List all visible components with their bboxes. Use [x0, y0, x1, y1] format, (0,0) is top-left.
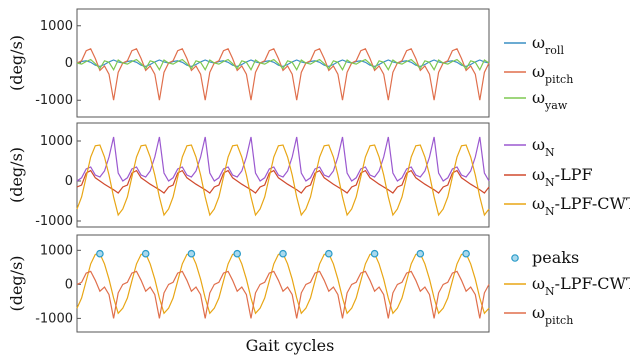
legend-label: ωN: [532, 135, 555, 159]
y-tick-label: 0: [65, 174, 73, 189]
chart-panel-2: 1000 0 -1000 (deg/s) ωN ωN-LPF ωN-LPF-CWT: [7, 122, 630, 229]
legend: ωN ωN-LPF ωN-LPF-CWT: [504, 135, 630, 218]
legend: peaks ωN-LPF-CWT ωpitch: [504, 248, 630, 327]
peak-marker: [141, 249, 150, 258]
legend-label: ωN-LPF-CWT: [532, 274, 630, 298]
peak-marker: [279, 249, 287, 258]
series-line-N-lpf: [76, 169, 490, 194]
y-axis-label: (deg/s): [7, 147, 26, 203]
y-axis-label: (deg/s): [7, 255, 26, 311]
chart-panel-3: 1000 0 -1000 (deg/s) peaks ωN-LPF-CWT ωpitch: [7, 234, 630, 333]
x-axis-label: Gait cycles: [246, 336, 335, 355]
series-line-pitch: [76, 270, 490, 319]
series-line-N: [76, 136, 490, 182]
legend-swatch: [511, 254, 519, 262]
plot-area: [76, 8, 490, 118]
peak-marker: [324, 249, 333, 258]
peak-marker: [370, 249, 379, 258]
y-tick-label: 1000: [40, 134, 73, 149]
plot-area: [76, 234, 490, 333]
peak-marker: [187, 249, 196, 258]
y-tick-label: -1000: [35, 214, 73, 229]
peak-marker: [462, 249, 470, 258]
y-tick-label: -1000: [35, 311, 73, 326]
y-tick-label: -1000: [35, 93, 73, 108]
y-tick-label: 1000: [40, 243, 73, 258]
peak-marker: [96, 249, 104, 258]
y-tick-label: 0: [65, 277, 73, 292]
legend-label: ωpitch: [532, 303, 573, 327]
series-line-N-lpf-cwt: [76, 144, 490, 217]
series-line-roll: [76, 59, 490, 68]
legend-label: ωpitch: [532, 62, 573, 86]
peak-marker: [416, 249, 425, 258]
y-tick-label: 0: [65, 56, 73, 71]
series-line-yaw: [76, 58, 490, 71]
y-axis-label: (deg/s): [7, 35, 26, 91]
legend-label: ωN-LPF-CWT: [532, 194, 630, 218]
legend-label: ωroll: [532, 33, 564, 57]
peak-marker: [233, 249, 242, 258]
legend-label: ωyaw: [532, 88, 568, 112]
y-tick-label: 1000: [40, 19, 73, 34]
legend-label: peaks: [532, 248, 579, 267]
plot-area: [76, 122, 490, 228]
legend-label: ωN-LPF: [532, 165, 593, 189]
series-line-pitch: [76, 48, 490, 101]
